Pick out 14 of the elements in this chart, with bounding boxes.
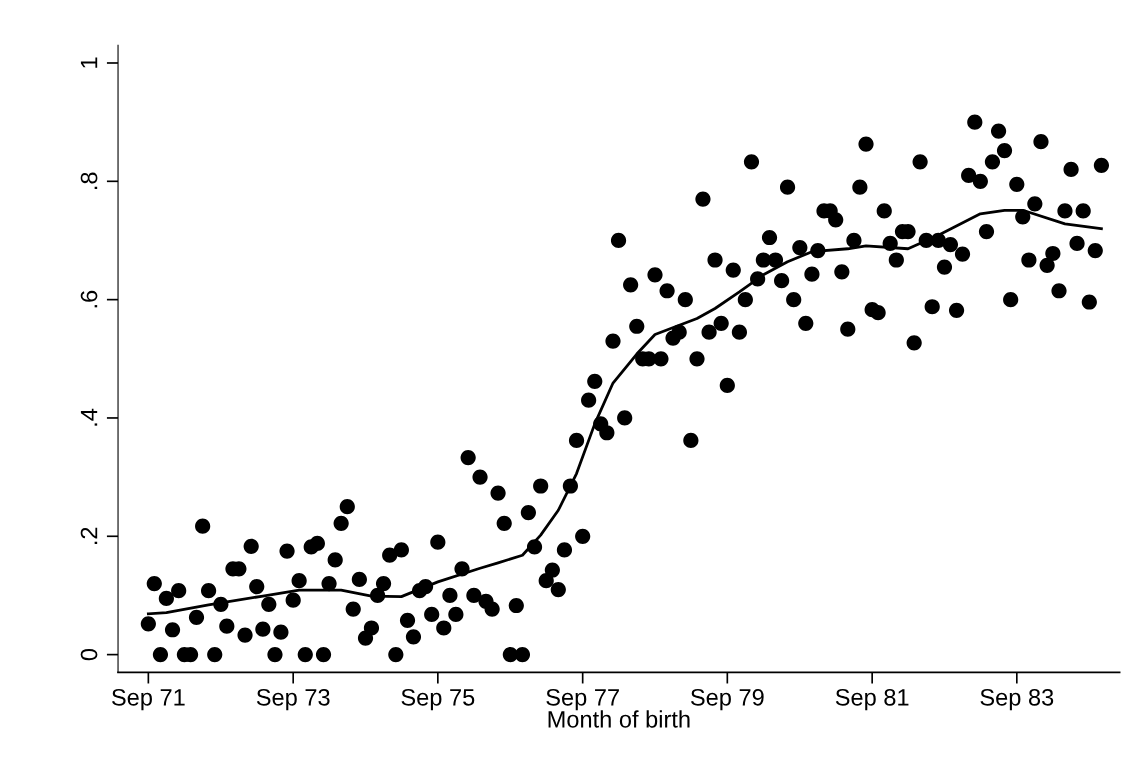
y-tick-label: 0 [80, 648, 98, 661]
x-tick-label: Sep 77 [546, 688, 619, 711]
x-tick-label: Sep 75 [401, 688, 475, 711]
y-tick-label: .8 [80, 172, 98, 189]
x-tick-label: Sep 79 [690, 688, 764, 711]
x-tick-label: Sep 73 [256, 688, 330, 711]
x-tick-label: Sep 81 [835, 688, 909, 711]
x-axis-title: Month of birth [548, 710, 690, 728]
x-tick-label: Sep 71 [112, 688, 185, 711]
x-tick-label: Sep 83 [980, 688, 1054, 711]
y-tick-label: .6 [80, 290, 98, 308]
y-tick-label: .2 [80, 527, 98, 544]
y-tick-label: 1 [80, 57, 98, 68]
y-tick-label: .4 [80, 408, 98, 426]
